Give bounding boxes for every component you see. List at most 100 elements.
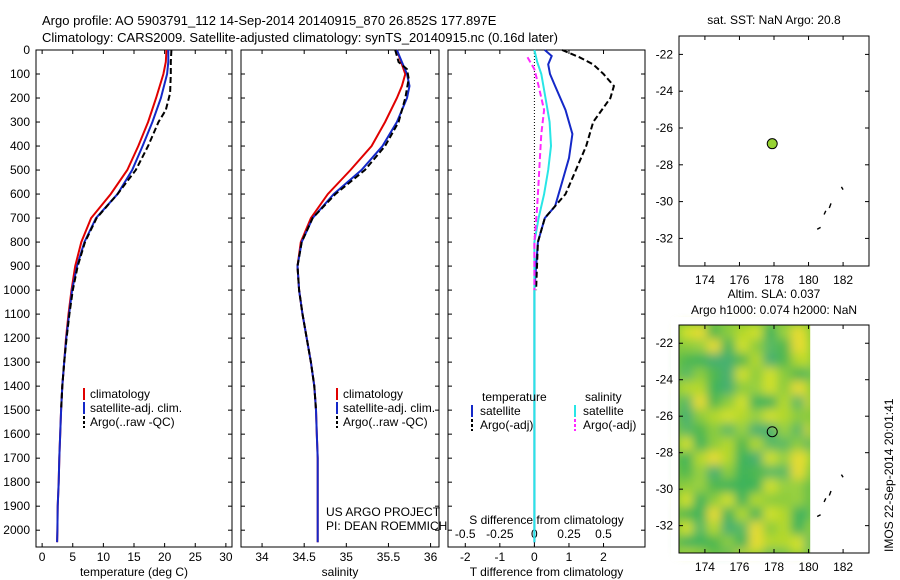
map-y-tick-label: -32 (656, 519, 674, 533)
heatmap-cell (791, 339, 805, 353)
depth-tick-label: 1600 (3, 427, 30, 441)
coastline-segment (816, 226, 821, 230)
heatmap-cell (791, 381, 805, 395)
heatmap-cell (763, 353, 777, 367)
argo-position-marker (766, 426, 778, 438)
heatmap-mask-right (810, 319, 869, 559)
map-y-tick-label: -30 (656, 195, 674, 209)
heatmap-cell (721, 507, 735, 521)
heatmap-cell (721, 465, 735, 479)
heatmap-cell (721, 535, 735, 549)
heatmap-cell (707, 549, 721, 553)
heatmap-cell (777, 367, 791, 381)
heatmap-cell (721, 451, 735, 465)
heatmap-cell (805, 437, 811, 451)
heatmap-cell (721, 521, 735, 535)
heatmap-cells (679, 325, 811, 553)
x-tick-label: -2 (460, 550, 471, 564)
depth-tick-label: 1000 (3, 283, 30, 297)
heatmap-cell (721, 549, 735, 553)
heatmap-cell (721, 423, 735, 437)
heatmap-cell (735, 423, 749, 437)
heatmap-cell (805, 465, 811, 479)
heatmap-cell (805, 395, 811, 409)
profile-panel-1-frame (240, 49, 440, 548)
depth-tick-label: 400 (10, 139, 30, 153)
heatmap-cell (721, 381, 735, 395)
heatmap-cell (735, 535, 749, 549)
heatmap-cell (707, 521, 721, 535)
heatmap-cell (805, 479, 811, 493)
heatmap-cell (805, 353, 811, 367)
heatmap-cell (805, 549, 811, 553)
coastline-segment (840, 474, 844, 478)
heatmap-cell (707, 465, 721, 479)
heatmap-cell (735, 409, 749, 423)
map-title: sat. SST: NaN Argo: 20.8 (707, 13, 841, 27)
depth-tick-label: 600 (10, 187, 30, 201)
heatmap-cell (707, 395, 721, 409)
heatmap-cell (735, 465, 749, 479)
legend-label: Argo(-adj) (583, 418, 636, 432)
depth-tick-label: 1100 (4, 307, 30, 321)
heatmap-cell (805, 507, 811, 521)
coastline-segment (828, 203, 832, 209)
depth-tick-label: 1200 (3, 331, 30, 345)
heatmap-cell (805, 423, 811, 437)
argo-position-marker (766, 138, 778, 150)
map-y-tick-label: -26 (656, 121, 674, 135)
heatmap-cell (693, 535, 707, 549)
heatmap-cell (763, 423, 777, 437)
heatmap-cell (791, 367, 805, 381)
heatmap-cell (763, 325, 777, 339)
heatmap-cell (777, 423, 791, 437)
heatmap-mask-top (671, 317, 877, 325)
heatmap-cell (735, 339, 749, 353)
heatmap-cell (707, 325, 721, 339)
heatmap-cell (707, 535, 721, 549)
heatmap-cell (777, 479, 791, 493)
depth-tick-label: 1500 (3, 403, 30, 417)
depth-tick-label: 0 (23, 43, 30, 57)
map-y-tick-label: -32 (656, 231, 674, 245)
heatmap-cell (679, 381, 693, 395)
heatmap-cell (679, 437, 693, 451)
legend-label: climatology (90, 387, 150, 401)
heatmap-cell (805, 325, 811, 339)
heatmap-cell (693, 493, 707, 507)
map-y-tick-label: -26 (656, 409, 674, 423)
heatmap-cell (707, 507, 721, 521)
legend-label: satellite-adj. clim. (90, 401, 182, 415)
heatmap-cell (693, 451, 707, 465)
heatmap-cell (735, 493, 749, 507)
heatmap-cell (679, 339, 693, 353)
coastline-segment (840, 186, 844, 190)
heatmap-cell (679, 465, 693, 479)
legend-label: satellite-adj. clim. (343, 401, 435, 415)
heatmap-cell (735, 507, 749, 521)
credits-line2: PI: DEAN ROEMMICH (326, 519, 447, 533)
heatmap-cell (763, 507, 777, 521)
heatmap-cell (791, 451, 805, 465)
series-line-satellite-adj-clim- (296, 49, 411, 543)
x-axis-label: T difference from climatology (470, 565, 624, 579)
heatmap-cell (749, 437, 763, 451)
map-y-tick-label: -22 (656, 336, 674, 350)
profile-panel-2-frame (447, 49, 646, 548)
x2-tick-label: 0.5 (595, 527, 612, 541)
heatmap-cell (735, 451, 749, 465)
depth-tick-label: 200 (10, 91, 30, 105)
heatmap-cell (777, 409, 791, 423)
heatmap-cell (777, 549, 791, 553)
heatmap-cell (693, 465, 707, 479)
heatmap-cell (763, 535, 777, 549)
heatmap-cell (679, 451, 693, 465)
x-tick-label: 35.5 (377, 550, 401, 564)
heatmap-cell (707, 353, 721, 367)
heatmap-cell (735, 381, 749, 395)
heatmap-cell (749, 395, 763, 409)
depth-tick-label: 2000 (3, 523, 30, 537)
map-subtitle: Argo h1000: 0.074 h2000: NaN (691, 303, 857, 317)
heatmap-cell (791, 507, 805, 521)
